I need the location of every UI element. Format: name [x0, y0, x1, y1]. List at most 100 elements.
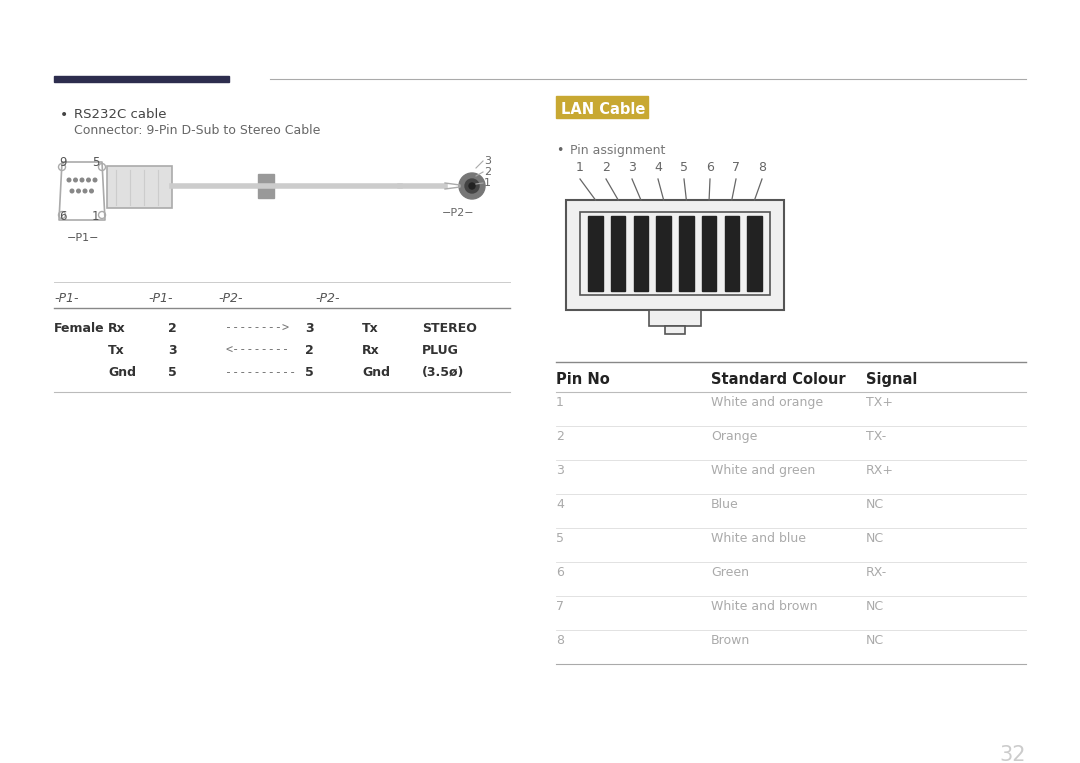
- Text: 2: 2: [602, 161, 610, 174]
- Circle shape: [469, 183, 475, 189]
- Bar: [611, 216, 625, 291]
- Circle shape: [70, 189, 73, 193]
- Text: Pin No: Pin No: [556, 372, 610, 387]
- Text: 1: 1: [92, 210, 99, 223]
- Text: 1: 1: [576, 161, 584, 174]
- Text: RX+: RX+: [866, 464, 894, 477]
- Circle shape: [83, 189, 86, 193]
- Text: 4: 4: [556, 498, 564, 511]
- Text: 1: 1: [556, 396, 564, 409]
- Text: 32: 32: [999, 745, 1026, 763]
- Text: 2: 2: [305, 344, 314, 357]
- Text: Rx: Rx: [362, 344, 380, 357]
- Text: TX-: TX-: [866, 430, 887, 443]
- Text: Female: Female: [54, 322, 105, 335]
- Text: 5: 5: [168, 366, 177, 379]
- Text: Brown: Brown: [711, 634, 751, 647]
- Text: •: •: [60, 108, 68, 122]
- Text: Tx: Tx: [362, 322, 379, 335]
- Circle shape: [465, 179, 480, 193]
- Text: •: •: [556, 144, 564, 157]
- Text: Orange: Orange: [711, 430, 757, 443]
- Text: Tx: Tx: [108, 344, 125, 357]
- Text: 3: 3: [305, 322, 313, 335]
- Text: −P2−: −P2−: [442, 208, 474, 218]
- Text: Gnd: Gnd: [362, 366, 390, 379]
- Text: TX+: TX+: [866, 396, 893, 409]
- Text: Gnd: Gnd: [108, 366, 136, 379]
- Text: RX-: RX-: [866, 566, 888, 579]
- Text: -P2-: -P2-: [315, 292, 339, 305]
- Bar: [679, 216, 693, 291]
- Text: White and green: White and green: [711, 464, 815, 477]
- Text: 3: 3: [168, 344, 177, 357]
- Text: RS232C cable: RS232C cable: [75, 108, 166, 121]
- Text: 2: 2: [168, 322, 177, 335]
- Bar: [747, 216, 761, 291]
- Bar: [107, 166, 172, 208]
- Text: STEREO: STEREO: [422, 322, 477, 335]
- Text: NC: NC: [866, 532, 885, 545]
- Text: -P2-: -P2-: [218, 292, 243, 305]
- Text: White and blue: White and blue: [711, 532, 806, 545]
- Text: 2: 2: [484, 167, 491, 177]
- Text: 5: 5: [680, 161, 688, 174]
- Bar: [580, 212, 770, 295]
- Text: NC: NC: [866, 600, 885, 613]
- Text: LAN Cable: LAN Cable: [561, 102, 646, 117]
- Text: NC: NC: [866, 634, 885, 647]
- Text: Signal: Signal: [866, 372, 917, 387]
- Text: 7: 7: [556, 600, 564, 613]
- Text: (3.5ø): (3.5ø): [422, 366, 464, 379]
- Circle shape: [459, 173, 485, 199]
- Circle shape: [86, 179, 91, 182]
- Text: Connector: 9-Pin D-Sub to Stereo Cable: Connector: 9-Pin D-Sub to Stereo Cable: [75, 124, 321, 137]
- Circle shape: [67, 179, 71, 182]
- Text: 5: 5: [556, 532, 564, 545]
- Text: 8: 8: [758, 161, 766, 174]
- Text: ----------: ----------: [225, 366, 296, 379]
- Text: White and orange: White and orange: [711, 396, 823, 409]
- Circle shape: [93, 179, 97, 182]
- Text: -P1-: -P1-: [148, 292, 173, 305]
- Text: 6: 6: [59, 210, 67, 223]
- Bar: [634, 216, 648, 291]
- Text: Blue: Blue: [711, 498, 739, 511]
- Bar: [54, 76, 229, 82]
- Circle shape: [73, 179, 78, 182]
- Text: 3: 3: [484, 156, 491, 166]
- Text: Standard Colour: Standard Colour: [711, 372, 846, 387]
- Text: Green: Green: [711, 566, 750, 579]
- Text: <--------: <--------: [225, 344, 289, 357]
- Bar: [566, 200, 784, 310]
- Text: 5: 5: [305, 366, 314, 379]
- Circle shape: [77, 189, 80, 193]
- Text: 2: 2: [556, 430, 564, 443]
- Text: 7: 7: [732, 161, 740, 174]
- Text: 3: 3: [629, 161, 636, 174]
- Text: 6: 6: [556, 566, 564, 579]
- Text: −P1−: −P1−: [67, 233, 99, 243]
- Text: 1: 1: [484, 178, 491, 188]
- Circle shape: [80, 179, 84, 182]
- Text: -P1-: -P1-: [54, 292, 79, 305]
- Bar: [556, 96, 648, 118]
- Text: 5: 5: [92, 156, 99, 169]
- Text: 6: 6: [706, 161, 714, 174]
- Bar: [258, 174, 274, 198]
- Bar: [589, 216, 603, 291]
- Bar: [725, 216, 739, 291]
- Text: Pin assignment: Pin assignment: [570, 144, 665, 157]
- Bar: [665, 326, 685, 334]
- Text: PLUG: PLUG: [422, 344, 459, 357]
- Text: NC: NC: [866, 498, 885, 511]
- Text: 9: 9: [59, 156, 67, 169]
- Text: -------->: -------->: [225, 322, 289, 335]
- Text: Rx: Rx: [108, 322, 125, 335]
- Text: White and brown: White and brown: [711, 600, 818, 613]
- Circle shape: [90, 189, 93, 193]
- Text: 3: 3: [556, 464, 564, 477]
- Bar: [649, 310, 701, 326]
- Text: 8: 8: [556, 634, 564, 647]
- Bar: [702, 216, 716, 291]
